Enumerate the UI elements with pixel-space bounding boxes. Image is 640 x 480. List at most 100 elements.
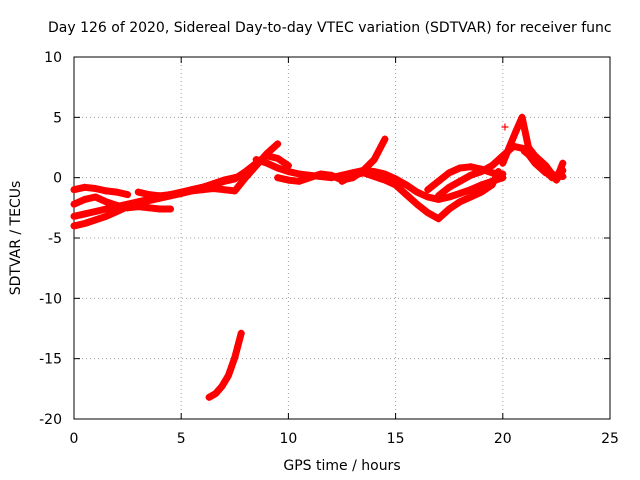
x-tick-label: 5 [177, 431, 186, 447]
data-point [555, 170, 563, 178]
data-point [445, 169, 453, 177]
data-point [102, 187, 110, 195]
data-point [218, 382, 226, 390]
data-point [520, 147, 528, 155]
data-point [327, 171, 335, 179]
series-track-8 [338, 168, 503, 223]
data-point [413, 200, 421, 208]
y-axis-label: SDTVAR / TECUs [8, 181, 24, 296]
data-point [370, 172, 378, 180]
data-point [242, 171, 250, 179]
data-point [542, 168, 550, 176]
data-point [91, 193, 99, 201]
data-point [124, 200, 132, 208]
data-point [274, 154, 282, 162]
y-tick-label: 5 [53, 110, 62, 126]
data-point [477, 181, 485, 189]
data-point [501, 123, 509, 131]
data-point [177, 189, 185, 197]
data-point [370, 156, 378, 164]
data-point [381, 135, 389, 143]
data-point [488, 169, 496, 177]
data-point [295, 177, 303, 185]
data-point [434, 177, 442, 185]
series-line-track-9 [424, 163, 507, 194]
data-point [274, 140, 282, 148]
data-point [81, 183, 89, 191]
grid-lines [74, 57, 610, 419]
data-point [70, 186, 78, 194]
data-point [70, 222, 78, 230]
data-point [145, 204, 153, 212]
series-outlier [501, 123, 509, 131]
data-point [477, 168, 485, 176]
data-point [113, 203, 121, 211]
y-tick-label: -5 [48, 231, 62, 247]
data-point [424, 193, 432, 201]
series-line-track-8 [338, 168, 502, 223]
y-tick-label: -10 [39, 291, 62, 307]
data-point [124, 191, 132, 199]
series-track-13 [205, 329, 245, 401]
data-series [70, 113, 567, 401]
chart-title: Day 126 of 2020, Sidereal Day-to-day VTE… [48, 20, 612, 36]
data-point [424, 186, 432, 194]
series-track-9 [424, 163, 507, 194]
data-point [359, 169, 367, 177]
data-point [349, 171, 357, 179]
data-point [392, 181, 400, 189]
data-point [338, 177, 346, 185]
data-point [381, 170, 389, 178]
data-point [456, 177, 464, 185]
data-point [488, 181, 496, 189]
data-point [467, 186, 475, 194]
data-point [284, 176, 292, 184]
data-point [252, 156, 260, 164]
x-tick-label: 0 [70, 431, 79, 447]
x-tick-label: 20 [494, 431, 512, 447]
data-point [81, 195, 89, 203]
data-point [134, 188, 142, 196]
data-point [212, 390, 220, 398]
data-point [166, 191, 174, 199]
data-point [402, 181, 410, 189]
data-point [424, 209, 432, 217]
data-point [102, 212, 110, 220]
data-point [402, 191, 410, 199]
data-point [209, 180, 217, 188]
y-tick-label: 0 [53, 171, 62, 187]
data-point [199, 183, 207, 191]
data-point [499, 170, 507, 178]
data-point [477, 188, 485, 196]
data-point [231, 353, 239, 361]
data-point [220, 176, 228, 184]
data-point [156, 192, 164, 200]
y-tick-label: -15 [39, 352, 62, 368]
series-line-track-11 [499, 113, 567, 184]
data-point [434, 192, 442, 200]
data-point [512, 128, 520, 136]
series-track-3 [70, 140, 282, 230]
x-tick-label: 15 [387, 431, 405, 447]
y-tick-label: 10 [44, 50, 62, 66]
series-track-6 [252, 156, 507, 203]
series-line-track-3 [70, 140, 282, 230]
series-line-track-13 [205, 329, 245, 401]
data-point [381, 176, 389, 184]
data-point [548, 174, 556, 182]
data-point [231, 174, 239, 182]
x-tick-label: 25 [601, 431, 619, 447]
data-point [81, 210, 89, 218]
data-point [445, 205, 453, 213]
x-axis-label: GPS time / hours [283, 458, 400, 474]
y-tick-label: -20 [39, 412, 62, 428]
data-point [134, 198, 142, 206]
data-point [445, 193, 453, 201]
data-point [274, 174, 282, 182]
data-point [531, 156, 539, 164]
data-point [559, 159, 567, 167]
data-point [456, 198, 464, 206]
data-point [456, 189, 464, 197]
x-tick-label: 10 [279, 431, 297, 447]
data-point [91, 216, 99, 224]
